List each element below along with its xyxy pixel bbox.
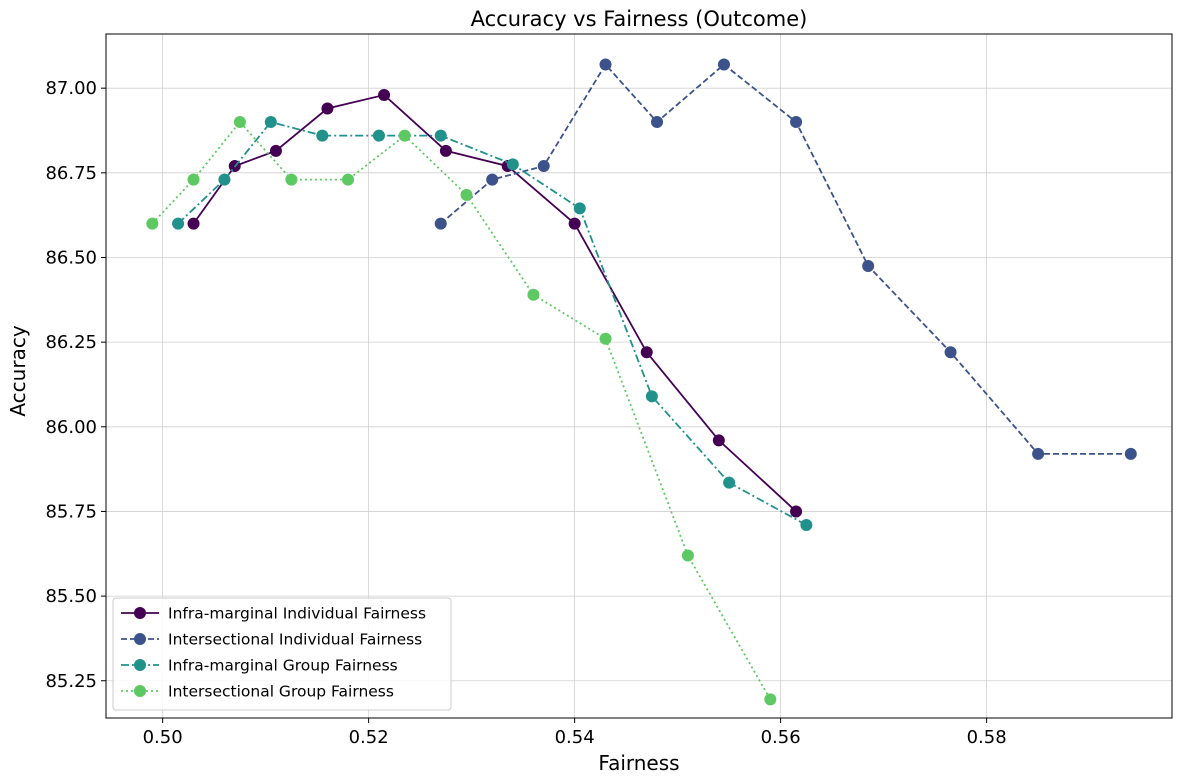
data-point bbox=[599, 332, 612, 345]
data-point bbox=[321, 102, 334, 115]
series-line bbox=[192, 94, 797, 513]
y-tick-label: 85.25 bbox=[45, 671, 97, 692]
data-point bbox=[269, 144, 282, 157]
x-tick-label: 0.58 bbox=[967, 727, 1007, 748]
chart-title: Accuracy vs Fairness (Outcome) bbox=[471, 7, 808, 31]
data-point bbox=[460, 188, 473, 201]
legend-marker bbox=[134, 633, 146, 645]
y-tick-label: 85.75 bbox=[45, 501, 97, 522]
series-4 bbox=[146, 116, 777, 706]
data-point bbox=[187, 217, 200, 230]
data-point bbox=[527, 288, 540, 301]
data-point bbox=[506, 158, 519, 171]
x-tick-label: 0.54 bbox=[555, 727, 595, 748]
data-point bbox=[537, 160, 550, 173]
data-point bbox=[573, 202, 586, 215]
legend: Infra-marginal Individual Fairness Inters… bbox=[112, 597, 452, 711]
data-point bbox=[316, 129, 329, 142]
data-point bbox=[372, 129, 385, 142]
series-2 bbox=[434, 58, 1137, 460]
legend-box bbox=[112, 597, 452, 711]
data-point bbox=[378, 88, 391, 101]
data-point bbox=[568, 217, 581, 230]
x-tick-label: 0.50 bbox=[143, 727, 183, 748]
legend-label: Infra-marginal Individual Fairness bbox=[168, 605, 426, 623]
data-point bbox=[790, 505, 803, 518]
data-point bbox=[1124, 447, 1137, 460]
data-point bbox=[599, 58, 612, 71]
plot-frame bbox=[105, 33, 1173, 719]
series-layer bbox=[146, 58, 1137, 706]
data-point bbox=[712, 434, 725, 447]
data-point bbox=[717, 58, 730, 71]
series-1 bbox=[187, 88, 803, 518]
tick-layer: 0.50 0.52 0.54 0.56 0.58 85.25 85.50 85.75 86.00… bbox=[45, 78, 1006, 748]
data-point bbox=[264, 116, 277, 129]
y-tick-label: 85.50 bbox=[45, 586, 97, 607]
data-point bbox=[862, 259, 875, 272]
legend-label: Intersectional Individual Fairness bbox=[168, 631, 422, 649]
data-point bbox=[233, 116, 246, 129]
legend-marker bbox=[134, 607, 146, 619]
data-point bbox=[645, 390, 658, 403]
data-point bbox=[434, 129, 447, 142]
y-tick-label: 87.00 bbox=[45, 78, 97, 99]
data-point bbox=[146, 217, 159, 230]
data-point bbox=[285, 173, 298, 186]
legend-label: Infra-marginal Group Fairness bbox=[168, 657, 398, 675]
data-point bbox=[764, 693, 777, 706]
y-axis-label: Accuracy bbox=[6, 325, 30, 416]
data-point bbox=[790, 116, 803, 129]
legend-label: Intersectional Group Fairness bbox=[168, 683, 394, 701]
y-tick-label: 86.00 bbox=[45, 417, 97, 438]
x-tick-label: 0.56 bbox=[761, 727, 801, 748]
data-point bbox=[398, 129, 411, 142]
x-tick-label: 0.52 bbox=[349, 727, 389, 748]
data-point bbox=[187, 173, 200, 186]
data-point bbox=[723, 476, 736, 489]
legend-marker bbox=[134, 659, 146, 671]
x-axis-label: Fairness bbox=[598, 751, 679, 775]
y-tick-label: 86.75 bbox=[45, 163, 97, 184]
data-point bbox=[218, 173, 231, 186]
y-tick-label: 86.25 bbox=[45, 332, 97, 353]
y-tick-label: 86.50 bbox=[45, 247, 97, 268]
series-3 bbox=[172, 116, 813, 531]
data-point bbox=[434, 217, 447, 230]
data-point bbox=[486, 173, 499, 186]
data-point bbox=[172, 217, 185, 230]
data-point bbox=[439, 144, 452, 157]
data-point bbox=[342, 173, 355, 186]
data-point bbox=[681, 549, 694, 562]
data-point bbox=[651, 116, 664, 129]
data-point bbox=[640, 346, 653, 359]
legend-marker bbox=[134, 685, 146, 697]
data-point bbox=[1032, 447, 1045, 460]
series-line bbox=[440, 62, 1131, 455]
data-point bbox=[944, 346, 957, 359]
data-point bbox=[800, 518, 813, 531]
